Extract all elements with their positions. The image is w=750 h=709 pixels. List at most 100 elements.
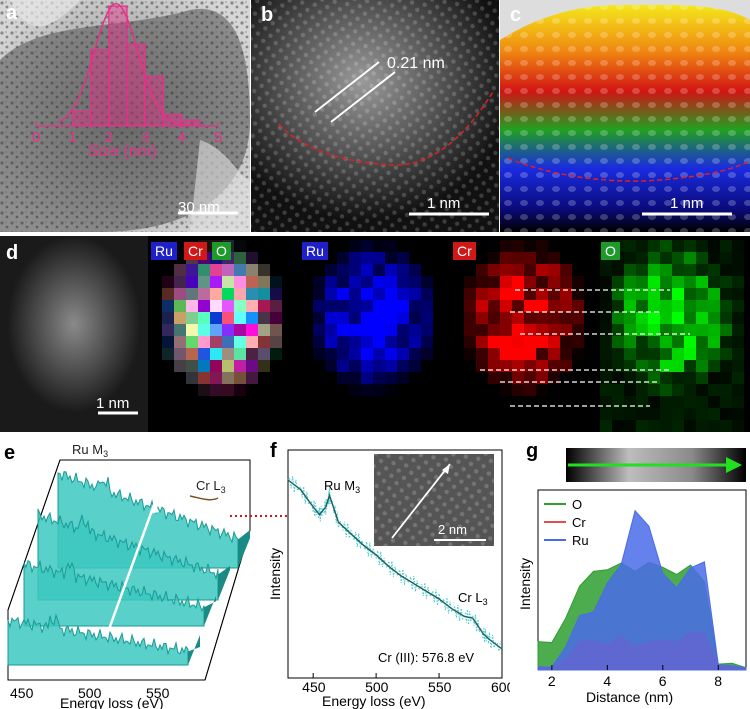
- panel-f-tick-label: 600: [491, 679, 510, 695]
- map-pixel: [624, 420, 636, 432]
- map-pixel: [696, 348, 708, 360]
- map-pixel: [624, 396, 636, 408]
- map-pixel: [325, 276, 337, 288]
- map-pixel: [684, 420, 696, 432]
- panel-e-tick-500: 500: [78, 685, 102, 701]
- map-pixel: [373, 252, 385, 264]
- map-pixel: [660, 336, 672, 348]
- map-pixel: [720, 384, 732, 396]
- map-pixel: [258, 384, 270, 396]
- map-pixel: [258, 372, 270, 384]
- map-pixel: [337, 288, 349, 300]
- map-pixel: [397, 420, 409, 432]
- map-pixel: [548, 384, 560, 396]
- map-pixel: [234, 264, 246, 276]
- map-pixel: [732, 384, 744, 396]
- map-pixel: [732, 336, 744, 348]
- map-pixel: [720, 408, 732, 420]
- panel-f-line: [287, 476, 503, 652]
- map-pixel: [732, 240, 744, 252]
- map-pixel: [222, 408, 234, 420]
- map-pixel: [452, 276, 464, 288]
- map-pixel: [313, 396, 325, 408]
- map-pixel: [361, 396, 373, 408]
- map-pixel: [198, 372, 210, 384]
- map-pixel: [349, 240, 361, 252]
- map-pixel: [210, 408, 222, 420]
- map-pixel: [584, 360, 596, 372]
- map-pixel: [560, 264, 572, 276]
- map-pixel: [198, 288, 210, 300]
- map-pixel: [636, 360, 648, 372]
- map-pixel: [337, 372, 349, 384]
- map-pixel: [313, 324, 325, 336]
- map-pixel: [600, 384, 612, 396]
- map-pixel: [186, 396, 198, 408]
- map-pixel: [174, 360, 186, 372]
- map-pixel: [660, 324, 672, 336]
- map-pixel: [325, 288, 337, 300]
- map-pixel: [684, 276, 696, 288]
- map-pixel: [409, 372, 421, 384]
- map-pixel: [301, 372, 313, 384]
- map-pixel: [500, 348, 512, 360]
- map-pixel: [524, 360, 536, 372]
- map-pixel: [612, 288, 624, 300]
- map-pixel: [708, 288, 720, 300]
- panel-a: 0 1 2 3 4 5 30 nm Size (nm) a: [0, 0, 250, 232]
- map-pixel: [572, 300, 584, 312]
- map-pixel: [301, 360, 313, 372]
- map-pixel: [421, 240, 433, 252]
- map-pixel: [488, 324, 500, 336]
- map-pixel: [325, 420, 337, 432]
- map-pixel: [234, 288, 246, 300]
- map-pixel: [361, 360, 373, 372]
- map-pixel: [612, 312, 624, 324]
- map-pixel: [624, 240, 636, 252]
- map-pixel: [301, 348, 313, 360]
- map-pixel: [409, 384, 421, 396]
- map-pixel: [600, 396, 612, 408]
- map-pixel: [210, 288, 222, 300]
- map-pixel: [385, 240, 397, 252]
- panel-g-areas: [537, 509, 747, 671]
- map-pixel: [174, 324, 186, 336]
- map-pixel: [234, 408, 246, 420]
- histogram-tick-label: 4: [178, 129, 186, 146]
- map-pixel: [361, 276, 373, 288]
- map-pixel: [636, 348, 648, 360]
- map-pixel: [624, 324, 636, 336]
- map-pixel: [452, 384, 464, 396]
- map-pixel: [572, 336, 584, 348]
- map-pixel: [162, 372, 174, 384]
- panel-e-cr-edge: Cr L3: [196, 478, 226, 495]
- map-pixel: [636, 300, 648, 312]
- map-pixel: [536, 240, 548, 252]
- map-pixel: [150, 300, 162, 312]
- map-pixel: [524, 276, 536, 288]
- map-pixel: [536, 252, 548, 264]
- map-pixel: [696, 336, 708, 348]
- map-pixel: [409, 324, 421, 336]
- map-pixel: [421, 348, 433, 360]
- map-pixel: [282, 396, 294, 408]
- map-pixel: [361, 288, 373, 300]
- map-pixel: [684, 240, 696, 252]
- panel-d-haadf: [0, 236, 148, 432]
- map-pixel: [150, 324, 162, 336]
- map-pixel: [270, 300, 282, 312]
- map-pixel: [409, 276, 421, 288]
- map-pixel: [409, 336, 421, 348]
- map-pixel: [612, 420, 624, 432]
- map-pixel: [282, 312, 294, 324]
- map-pixel: [174, 384, 186, 396]
- map-pixel: [584, 288, 596, 300]
- histogram-bar: [89, 49, 110, 127]
- map-pixel: [301, 396, 313, 408]
- map-pixel: [421, 420, 433, 432]
- map-pixel: [282, 348, 294, 360]
- map-pixel: [313, 360, 325, 372]
- panel-e-ru-edge: Ru M3: [72, 442, 108, 459]
- map-pixel: [198, 264, 210, 276]
- map-pixel: [636, 396, 648, 408]
